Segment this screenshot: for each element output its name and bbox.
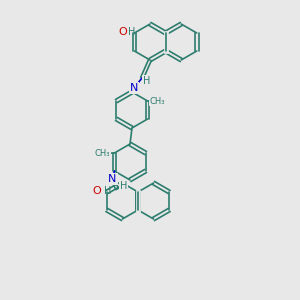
- Text: H: H: [104, 186, 111, 196]
- Text: CH₃: CH₃: [95, 148, 110, 158]
- Text: H: H: [143, 76, 151, 86]
- Text: O: O: [92, 186, 101, 196]
- Text: O: O: [118, 27, 127, 37]
- Text: H: H: [120, 181, 127, 191]
- Text: CH₃: CH₃: [150, 97, 165, 106]
- Text: N: N: [108, 174, 117, 184]
- Text: N: N: [130, 83, 138, 93]
- Text: H: H: [128, 27, 136, 37]
